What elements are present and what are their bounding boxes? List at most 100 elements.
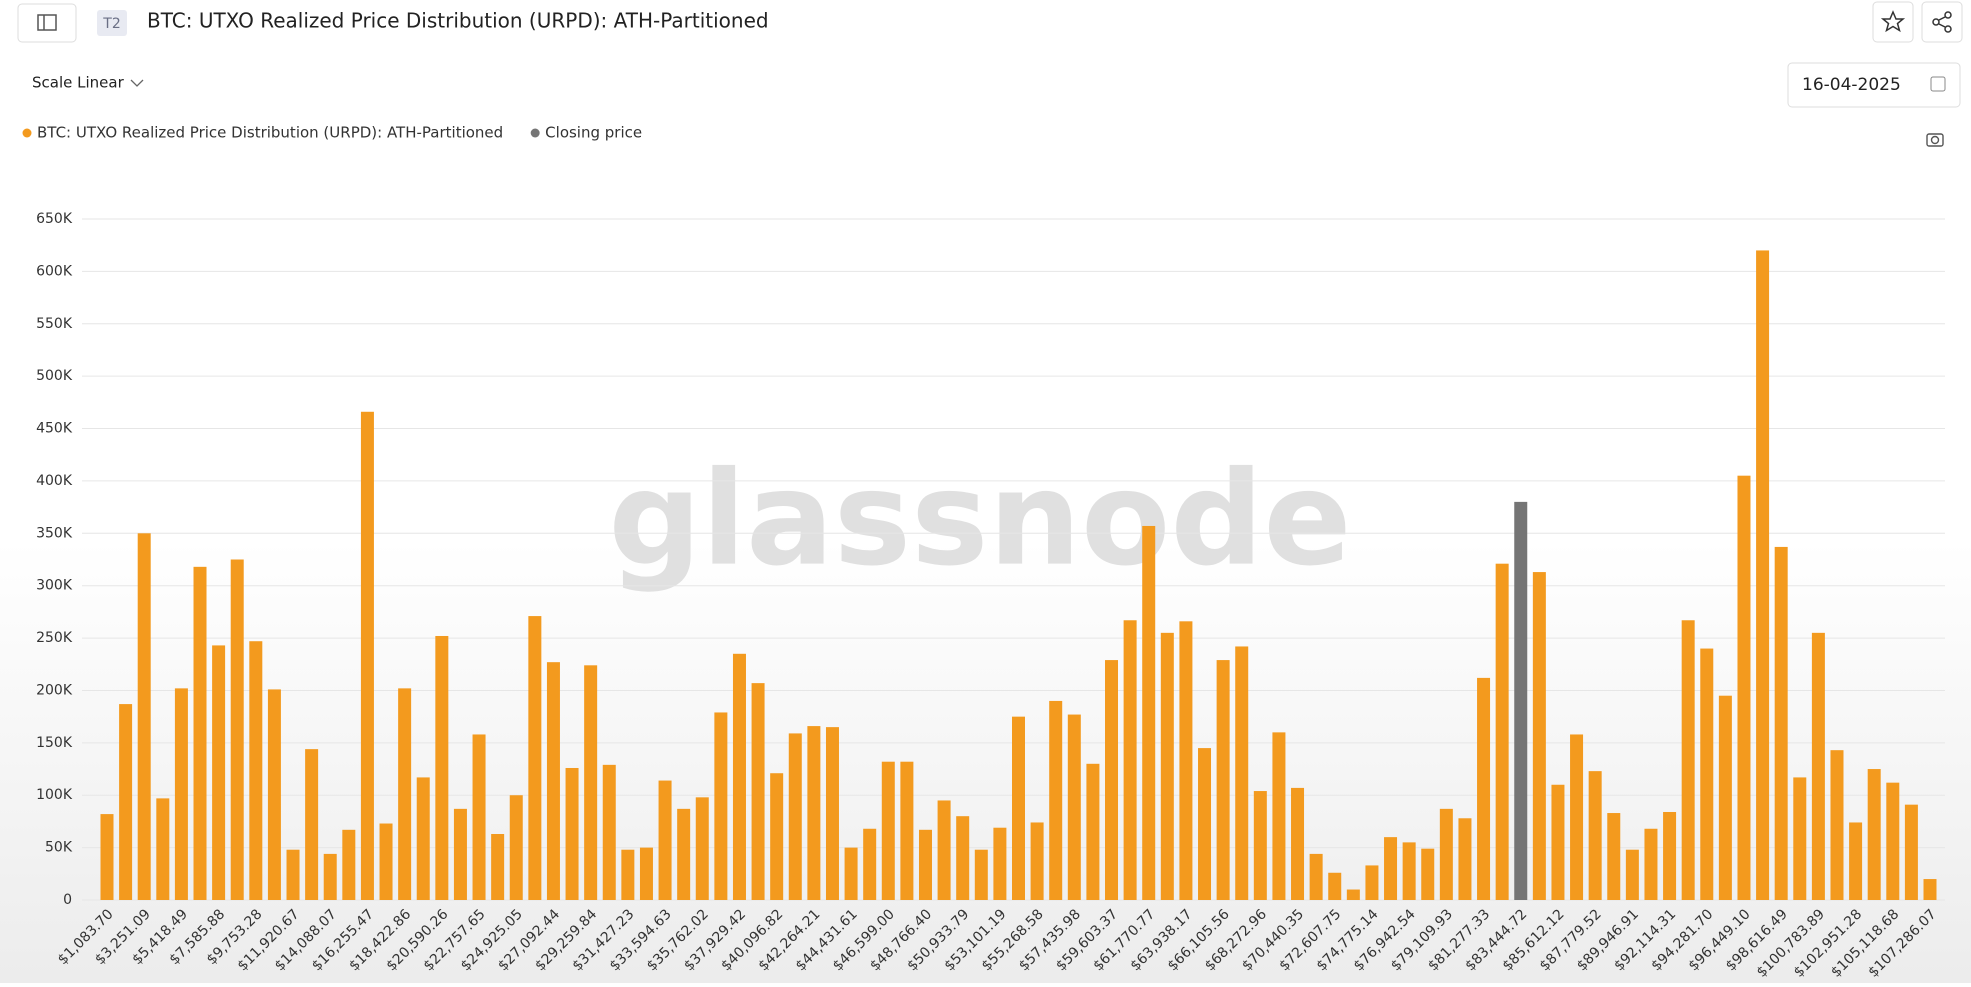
bar [1718, 695, 1732, 900]
y-tick-label: 50K [45, 840, 73, 856]
y-tick-label: 350K [36, 525, 73, 541]
date-picker[interactable] [1787, 62, 1961, 108]
bar [918, 829, 932, 900]
sidebar-icon [37, 14, 57, 31]
bar [472, 734, 486, 900]
bar [1737, 475, 1751, 900]
bar [770, 773, 784, 900]
bar [342, 829, 356, 900]
bar [1067, 714, 1081, 900]
bar [528, 616, 542, 900]
bar [825, 727, 839, 900]
bar [900, 761, 914, 900]
badge-text: T2 [102, 16, 120, 32]
bar [937, 800, 951, 900]
bar [267, 689, 281, 900]
bar [1532, 572, 1546, 900]
bar [546, 662, 560, 900]
bar [1439, 808, 1453, 900]
bar [212, 645, 226, 900]
bar [1253, 791, 1267, 900]
bar [509, 795, 523, 900]
bar [1477, 677, 1491, 900]
bar [788, 733, 802, 900]
bar [249, 641, 263, 900]
bar [1421, 848, 1435, 900]
bar [1123, 620, 1137, 900]
y-tick-label: 500K [36, 368, 73, 384]
bar [1160, 632, 1174, 900]
date-text: 16-04-2025 [1802, 75, 1901, 95]
bar [1272, 732, 1286, 900]
scale-selector[interactable]: Scale Linear [32, 74, 125, 92]
legend-marker [22, 128, 32, 138]
share-button[interactable] [1921, 1, 1963, 43]
camera-icon[interactable] [1926, 133, 1944, 147]
bar [1793, 777, 1807, 900]
bar [1402, 842, 1416, 900]
bar [844, 847, 858, 900]
bar [1849, 822, 1863, 900]
bar [1458, 818, 1472, 900]
bar [1570, 734, 1584, 900]
bar [677, 808, 691, 900]
y-tick-label: 450K [36, 421, 73, 437]
y-tick-label: 100K [36, 787, 73, 803]
bar [1198, 748, 1212, 900]
bar [360, 411, 374, 900]
bar [1830, 750, 1844, 900]
share-icon [1932, 11, 1952, 33]
bar [714, 712, 728, 900]
legend-label: Closing price [545, 124, 642, 142]
y-tick-label: 150K [36, 735, 73, 751]
bar [1012, 716, 1025, 900]
bar [1309, 853, 1323, 900]
bar [751, 683, 765, 900]
bar [565, 767, 579, 900]
bar [305, 749, 319, 900]
y-tick-label: 300K [36, 578, 73, 594]
bar [1867, 769, 1881, 900]
bar [1904, 804, 1918, 900]
bar [1105, 660, 1119, 900]
bar [1328, 872, 1342, 900]
legend-marker [530, 128, 540, 138]
bar [863, 828, 877, 900]
bar [621, 849, 635, 900]
favorite-button[interactable] [1872, 1, 1914, 43]
y-tick-label: 650K [36, 211, 73, 227]
bar [1384, 837, 1398, 900]
bar [379, 823, 393, 900]
bar [1923, 879, 1937, 900]
bar [695, 797, 709, 900]
bar [174, 688, 188, 900]
y-tick-label: 400K [36, 473, 73, 489]
bar [286, 849, 300, 900]
y-tick-label: 600K [36, 263, 73, 279]
bar [602, 764, 616, 900]
bar [1588, 771, 1602, 900]
bar [435, 635, 449, 900]
bar [100, 814, 114, 900]
y-tick-label: 0 [63, 892, 72, 908]
bar [137, 533, 151, 900]
y-tick-label: 200K [36, 682, 73, 698]
bar [1049, 700, 1063, 900]
bar [1663, 811, 1677, 900]
watermark: glassnode [608, 443, 1351, 595]
dropdown-arrow [130, 79, 144, 87]
bar [1607, 813, 1621, 900]
sidebar-button[interactable] [17, 3, 77, 43]
star-icon [1880, 10, 1906, 33]
bar [1142, 525, 1156, 900]
bar [639, 847, 653, 900]
bar [193, 566, 207, 900]
bar [956, 816, 970, 900]
bar [119, 704, 133, 900]
bar [1030, 822, 1044, 900]
y-tick-label: 250K [36, 630, 73, 646]
bar [974, 849, 988, 900]
bar [323, 853, 337, 900]
